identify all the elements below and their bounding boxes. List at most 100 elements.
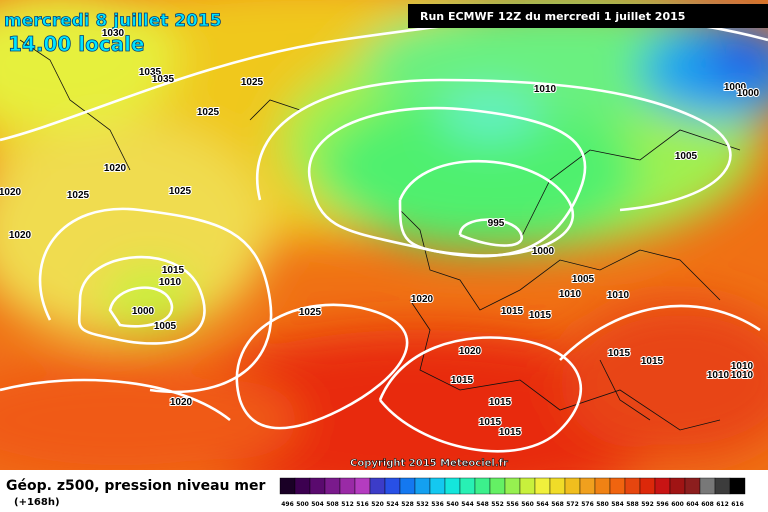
legend-value: 496 <box>281 501 294 508</box>
legend-swatch <box>549 477 566 495</box>
isobar-label: 1005 <box>154 321 177 332</box>
legend-swatch <box>669 477 686 495</box>
legend-value: 520 <box>371 501 384 508</box>
isobar-label: 1010 <box>707 370 730 381</box>
coastline <box>19 39 741 431</box>
legend-swatch <box>504 477 521 495</box>
legend-swatch <box>294 477 311 495</box>
forecast-date: mercredi 8 juillet 2015 <box>4 11 222 31</box>
isobar-label: 1000 <box>132 306 155 317</box>
legend-swatch <box>534 477 551 495</box>
isobar-label: 1015 <box>608 348 631 359</box>
legend-swatch <box>369 477 386 495</box>
isobar-label: 1010 <box>534 84 557 95</box>
legend-swatch <box>489 477 506 495</box>
legend-value: 524 <box>386 501 399 508</box>
legend-swatch <box>384 477 401 495</box>
legend-swatch <box>309 477 326 495</box>
legend-swatch <box>579 477 596 495</box>
isobar-label: 1010 <box>607 290 630 301</box>
legend-value: 536 <box>431 501 444 508</box>
isobar-label: 1020 <box>104 163 127 174</box>
legend-swatch <box>429 477 446 495</box>
isobar-label: 1010 <box>559 289 582 300</box>
legend-swatch <box>474 477 491 495</box>
isobar-label: 1015 <box>489 397 512 408</box>
legend-value: 600 <box>671 501 684 508</box>
legend-swatch <box>624 477 641 495</box>
legend-value: 560 <box>521 501 534 508</box>
legend-value: 588 <box>626 501 639 508</box>
legend-swatch <box>519 477 536 495</box>
legend-value: 552 <box>491 501 504 508</box>
isobar-label: 1005 <box>572 274 595 285</box>
legend-value: 608 <box>701 501 714 508</box>
legend-swatch <box>699 477 716 495</box>
isobar-label: 1035 <box>152 74 175 85</box>
legend-swatch <box>729 477 746 495</box>
isobar-label: 1010 <box>159 277 182 288</box>
isobar-label: 1025 <box>197 107 220 118</box>
legend-value: 504 <box>311 501 324 508</box>
isobar-label: 1015 <box>529 310 552 321</box>
isobar-label: 1020 <box>9 230 32 241</box>
isobar-label: 1015 <box>501 306 524 317</box>
legend-swatch <box>684 477 701 495</box>
legend-swatch <box>399 477 416 495</box>
legend-value: 508 <box>326 501 339 508</box>
legend-value: 572 <box>566 501 579 508</box>
legend-swatch <box>594 477 611 495</box>
legend-swatch <box>444 477 461 495</box>
legend-swatch <box>414 477 431 495</box>
isobar-label: 1025 <box>169 186 192 197</box>
legend-value: 568 <box>551 501 564 508</box>
legend-swatch <box>639 477 656 495</box>
legend-value: 548 <box>476 501 489 508</box>
legend-value: 584 <box>611 501 624 508</box>
isobar-label: 1000 <box>737 88 760 99</box>
legend-subtitle: (+168h) <box>14 497 60 508</box>
legend-swatch <box>654 477 671 495</box>
isobar-label: 1030 <box>102 28 125 39</box>
copyright: Copyright 2015 Meteociel.fr <box>350 458 508 469</box>
legend-swatch <box>564 477 581 495</box>
legend-value: 576 <box>581 501 594 508</box>
legend-value: 512 <box>341 501 354 508</box>
legend-swatch <box>714 477 731 495</box>
forecast-time: 14.00 locale <box>8 32 145 56</box>
isobar-label: 1025 <box>299 307 322 318</box>
isobar-label: 1000 <box>532 246 555 257</box>
legend-swatch <box>279 477 296 495</box>
legend-value: 540 <box>446 501 459 508</box>
isobar-label: 1015 <box>499 427 522 438</box>
legend-title: Géop. z500, pression niveau mer <box>6 478 265 494</box>
legend-swatch <box>609 477 626 495</box>
isobar-label: 1020 <box>411 294 434 305</box>
legend-value: 528 <box>401 501 414 508</box>
legend-swatch <box>354 477 371 495</box>
isobar-label: 1015 <box>451 375 474 386</box>
legend-value: 616 <box>731 501 744 508</box>
isobar-label: 1015 <box>641 356 664 367</box>
legend-swatch <box>339 477 356 495</box>
legend-value: 516 <box>356 501 369 508</box>
legend-swatch <box>324 477 341 495</box>
isobar-label: 1015 <box>479 417 502 428</box>
isobar-label: 995 <box>488 218 505 229</box>
isobar-label: 1010 <box>731 361 754 372</box>
isobars <box>0 15 768 453</box>
legend-value: 580 <box>596 501 609 508</box>
run-info: Run ECMWF 12Z du mercredi 1 juillet 2015 <box>420 10 685 23</box>
isobar-label: 1020 <box>459 346 482 357</box>
isobar-label: 1025 <box>67 190 90 201</box>
legend-value: 544 <box>461 501 474 508</box>
isobar-label: 1035 <box>139 67 162 78</box>
isobar-label: 1020 <box>170 397 193 408</box>
legend-value: 500 <box>296 501 309 508</box>
isobar-label: 1005 <box>675 151 698 162</box>
isobar-label: 1025 <box>241 77 264 88</box>
isobar-label: 1010 <box>731 370 754 381</box>
